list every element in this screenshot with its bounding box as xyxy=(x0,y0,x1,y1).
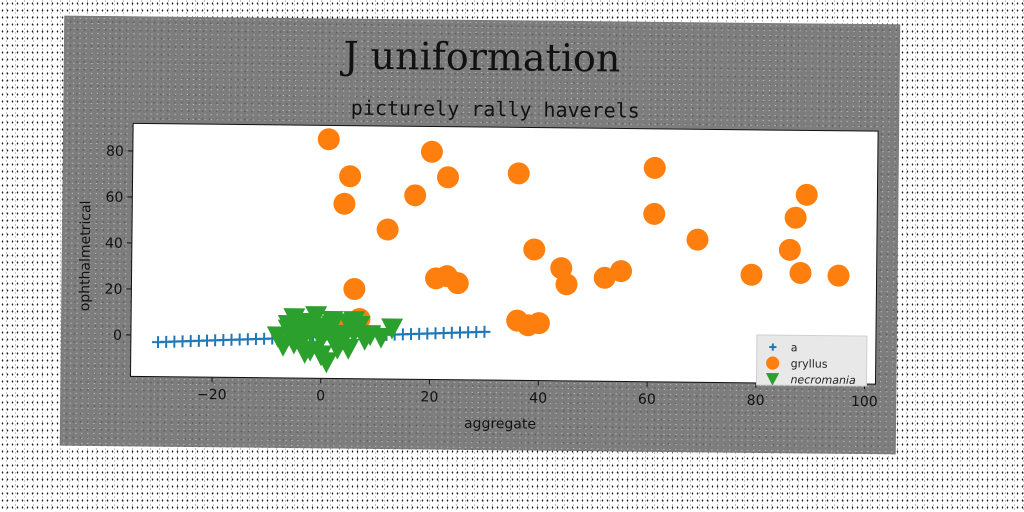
gryllus-point xyxy=(437,166,460,189)
data-points xyxy=(152,128,850,374)
legend-label-gryllus: gryllus xyxy=(791,357,828,370)
y-tick-label: 60 xyxy=(105,190,123,206)
y-tick-label: 0 xyxy=(113,328,122,344)
chart-title: J uniformation xyxy=(339,34,620,81)
chart-subtitle: picturely rally haverels xyxy=(351,96,640,123)
gryllus-point xyxy=(643,156,666,179)
legend-marker-necromania xyxy=(765,373,780,386)
x-axis-label: aggregate xyxy=(464,416,536,433)
series-necromania xyxy=(266,306,404,374)
gryllus-point xyxy=(827,264,850,287)
gryllus-point xyxy=(778,238,801,261)
x-tick-label: 100 xyxy=(851,394,878,410)
gryllus-point xyxy=(343,277,366,300)
y-tick-label: 20 xyxy=(104,282,122,298)
gryllus-point xyxy=(420,140,443,163)
x-tick-label: 0 xyxy=(316,388,325,404)
gryllus-point xyxy=(686,228,709,251)
gryllus-point xyxy=(446,272,469,295)
gryllus-point xyxy=(643,202,666,225)
gryllus-point xyxy=(523,238,546,261)
gryllus-point xyxy=(740,263,763,286)
x-tick-label: 40 xyxy=(529,391,547,407)
gryllus-point xyxy=(376,218,399,241)
x-tick-label: 80 xyxy=(747,393,765,409)
y-tick-label: 40 xyxy=(105,236,123,252)
gryllus-point xyxy=(404,184,427,207)
gryllus-point xyxy=(317,128,340,151)
necromania-point xyxy=(381,318,404,340)
legend: a gryllus necromania xyxy=(755,334,868,387)
legend-marker-a xyxy=(769,343,777,351)
necromania-point xyxy=(294,324,317,346)
necromania-point xyxy=(343,311,366,333)
y-axis-ticks: 0 20 40 60 80 xyxy=(104,144,133,344)
a-point xyxy=(478,325,491,338)
necromania-point xyxy=(310,345,333,367)
gryllus-point xyxy=(555,273,578,296)
gryllus-point xyxy=(527,312,550,335)
y-tick-label: 80 xyxy=(106,144,124,160)
legend-label-a: a xyxy=(791,341,798,354)
necromania-point xyxy=(283,308,306,330)
gryllus-point xyxy=(333,192,356,215)
necromania-point xyxy=(305,306,328,328)
gryllus-point xyxy=(507,162,530,185)
x-tick-label: 60 xyxy=(638,392,656,408)
y-axis-label: ophthalmetrical xyxy=(77,200,94,311)
x-axis-ticks: −20 0 20 40 60 80 100 xyxy=(197,377,878,410)
gryllus-point xyxy=(610,260,633,283)
x-tick-label: −20 xyxy=(197,387,227,403)
necromania-point xyxy=(326,338,349,360)
legend-box xyxy=(755,334,868,387)
gryllus-point xyxy=(795,183,818,206)
gryllus-point xyxy=(339,165,362,188)
series-gryllus xyxy=(317,128,850,337)
necromania-point xyxy=(353,329,376,351)
necromania-point xyxy=(272,335,295,357)
gryllus-point xyxy=(789,261,812,284)
necromania-point xyxy=(315,317,338,339)
gryllus-point xyxy=(784,206,807,229)
necromania-point xyxy=(277,319,300,341)
necromania-point xyxy=(370,327,393,349)
legend-marker-gryllus xyxy=(766,356,780,370)
scatter-chart: J uniformation picturely rally haverels … xyxy=(77,34,879,433)
x-tick-label: 20 xyxy=(420,389,438,405)
legend-label-necromania: necromania xyxy=(790,373,856,387)
chart-figure: J uniformation picturely rally haverels … xyxy=(59,15,901,455)
